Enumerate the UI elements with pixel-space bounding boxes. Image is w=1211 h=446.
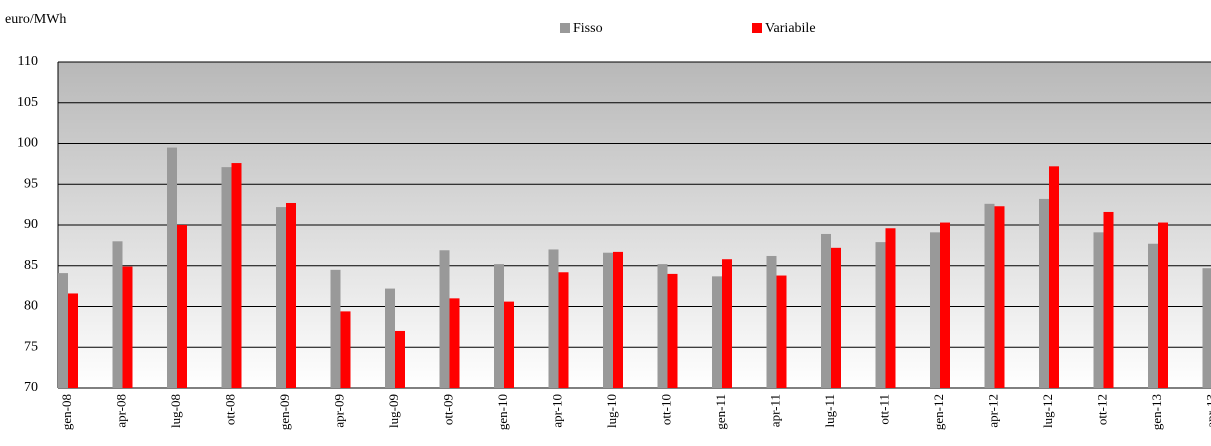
bar [122,266,133,388]
y-axis-label: euro/MWh [5,12,66,27]
x-tick-label: apr-10 [549,394,564,428]
legend-swatch [560,23,570,33]
bar [221,167,232,388]
bar [1148,243,1158,388]
bar [766,255,777,388]
bar [667,273,678,388]
bar [994,206,1005,388]
y-tick-label: 110 [18,54,38,69]
bar [286,202,296,388]
legend-label: Variabile [765,21,816,36]
x-tick-label: gen-13 [1149,394,1164,430]
bar [494,264,504,388]
x-tick-label: gen-10 [495,394,510,430]
bar [548,249,559,388]
x-tick-label: ott-10 [658,394,673,425]
y-tick-label: 90 [24,217,38,232]
bar [984,203,995,388]
y-tick-label: 75 [24,339,38,354]
bar [776,275,787,388]
bar [930,232,940,388]
bar [177,225,187,388]
x-tick-label: apr-09 [331,394,346,428]
bar [722,259,732,388]
x-tick-label: ott-11 [876,394,891,425]
bar [613,251,623,388]
x-tick-label: gen-12 [931,394,946,430]
bar [58,273,68,388]
x-tick-label: ott-08 [222,394,237,425]
bar [558,272,569,388]
bar [504,301,514,388]
x-tick-label: apr-08 [113,394,128,428]
x-tick-label: lug-11 [822,394,837,427]
x-tick-label: lug-09 [386,394,401,428]
bar [340,311,351,388]
y-tick-label: 95 [24,176,38,191]
y-tick-label: 100 [17,136,38,151]
legend-label: Fisso [573,21,603,36]
x-tick-label: ott-09 [440,394,455,425]
bar [1093,232,1104,388]
bar [885,228,896,388]
y-tick-label: 105 [17,95,38,110]
bar [68,293,78,388]
bar [449,298,460,388]
x-tick-label: lug-08 [168,394,183,428]
bar [385,288,395,388]
bar [1202,268,1211,388]
y-tick-label: 70 [24,380,38,395]
x-tick-label: apr-12 [985,394,1000,428]
y-tick-label: 80 [24,299,38,314]
bar [940,222,950,388]
x-tick-label: gen-08 [59,394,74,430]
bar [1103,211,1114,388]
y-tick-label: 85 [24,258,38,273]
bar [395,330,405,388]
bar [831,247,841,388]
bar [276,207,286,388]
bar [112,241,123,388]
bar [231,163,242,388]
bar [821,233,831,388]
x-tick-label: apr-13 [1203,394,1211,428]
bar [712,276,722,388]
bar [330,269,341,388]
legend-swatch [752,23,762,33]
x-tick-label: gen-11 [713,394,728,430]
bar [603,252,613,388]
bar [439,250,450,388]
bar [657,264,668,388]
bar [875,242,886,388]
x-tick-label: lug-10 [604,394,619,428]
bar [1158,222,1168,388]
bar [1039,198,1049,388]
bar [1049,166,1059,388]
x-tick-label: ott-12 [1094,394,1109,425]
x-tick-label: apr-11 [767,394,782,427]
x-tick-label: lug-12 [1040,394,1055,428]
x-tick-label: gen-09 [277,394,292,430]
bar [167,147,177,388]
